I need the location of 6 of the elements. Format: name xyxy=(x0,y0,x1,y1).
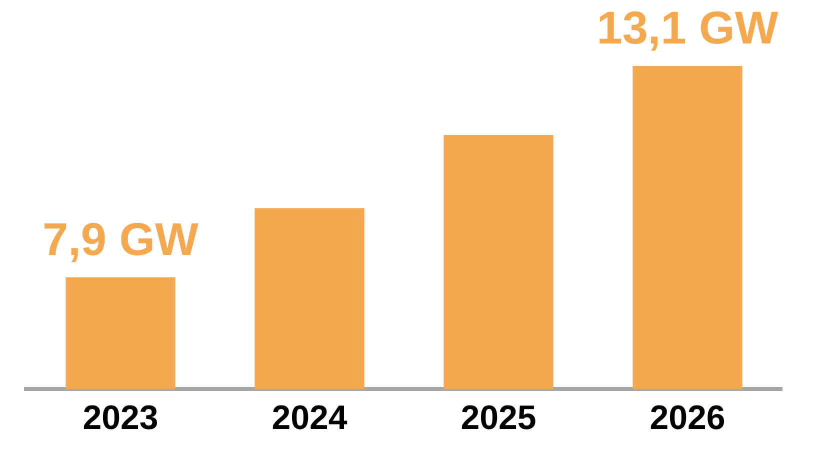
x-tick-label: 2024 xyxy=(272,398,348,437)
data-label: 13,1 GW xyxy=(596,2,779,54)
data-label: 7,9 GW xyxy=(42,212,200,265)
x-tick-label: 2023 xyxy=(82,398,158,437)
x-tick-label: 2025 xyxy=(460,398,536,437)
x-tick-label: 2026 xyxy=(650,398,726,437)
